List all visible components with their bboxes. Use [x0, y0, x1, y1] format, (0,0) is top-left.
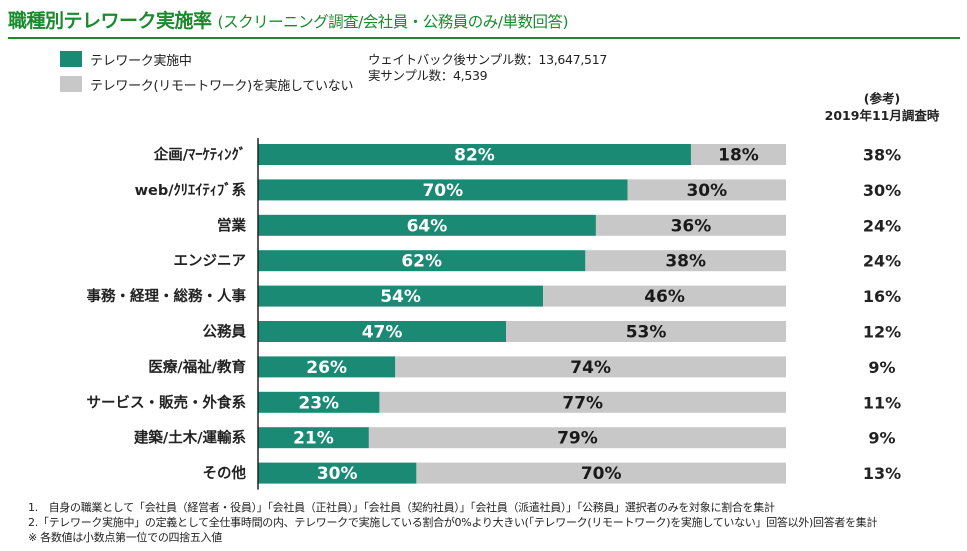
reference-value: 38% — [863, 146, 901, 165]
reference-value: 16% — [863, 287, 901, 306]
bar-label-no-telework: 53% — [626, 323, 667, 343]
bar-telework — [258, 214, 596, 236]
legend-label-no-telework: テレワーク(リモートワーク)を実施していない — [90, 78, 354, 94]
footnote-1: 1. 自身の職業として「会社員（経営者・役員）」「会社員（正社員）」「会社員（契… — [28, 501, 775, 514]
page-title: 職種別テレワーク実施率 — [8, 10, 212, 32]
bar-no-telework — [379, 391, 786, 413]
bar-no-telework — [627, 179, 786, 201]
bar-label-telework: 54% — [380, 287, 421, 307]
footnote-3: ※ 各数値は小数点第一位での四捨五入値 — [28, 531, 223, 544]
bar-label-no-telework: 46% — [644, 287, 685, 307]
bar-no-telework — [395, 356, 786, 378]
bar-telework — [258, 285, 544, 307]
bar-label-no-telework: 77% — [562, 393, 603, 413]
page-subtitle: (スクリーニング調査/会社員・公務員のみ/単数回答) — [217, 13, 569, 31]
bar-telework — [258, 321, 507, 342]
bar-label-telework: 82% — [454, 146, 495, 166]
bar-label-no-telework: 74% — [570, 358, 611, 378]
reference-value: 9% — [868, 429, 895, 448]
reference-value: 12% — [863, 323, 901, 342]
bar-label-telework: 23% — [298, 393, 339, 413]
category-label: エンジニア — [174, 254, 247, 270]
category-label: web/ｸﾘｴｲﾃｨﾌﾞ系 — [135, 181, 246, 199]
reference-heading-line2: 2019年11月調査時 — [824, 108, 940, 123]
bar-label-telework: 21% — [293, 429, 334, 449]
legend-item-no-telework: テレワーク(リモートワーク)を実施していない — [60, 73, 353, 95]
footnote-2: 2.「テレワーク実施中」の定義として全仕事時間の内、テレワークで実施している割合… — [28, 516, 878, 529]
bar-no-telework — [416, 462, 786, 484]
bar-telework — [258, 462, 417, 484]
bar-no-telework — [543, 285, 786, 307]
reference-value: 13% — [863, 464, 901, 483]
bar-no-telework — [506, 321, 786, 342]
legend-item-telework: テレワーク実施中 — [60, 48, 353, 70]
bar-no-telework — [595, 214, 786, 236]
sample-weighted: ウェイトバック後サンプル数：13,647,517 — [368, 52, 607, 67]
bar-label-telework: 70% — [422, 181, 463, 201]
bar-label-no-telework: 36% — [671, 216, 712, 236]
reference-value: 11% — [863, 393, 901, 412]
category-label: 事務・経理・総務・人事 — [87, 287, 247, 305]
category-label: 公務員 — [203, 323, 247, 341]
reference-heading-line1: (参考) — [863, 91, 901, 106]
bar-telework — [258, 179, 628, 201]
reference-heading: (参考) 2019年11月調査時 — [812, 90, 952, 124]
bar-label-no-telework: 70% — [581, 464, 622, 484]
bar-telework — [258, 391, 380, 413]
bar-telework — [258, 144, 691, 165]
bar-telework — [258, 427, 369, 449]
reference-value: 30% — [863, 181, 901, 200]
bar-label-no-telework: 18% — [718, 146, 759, 166]
bar-label-no-telework: 38% — [665, 252, 706, 272]
bar-no-telework — [585, 250, 786, 272]
legend-swatch-telework — [60, 51, 82, 67]
category-label: 営業 — [217, 216, 246, 234]
reference-value: 24% — [863, 216, 901, 235]
sample-actual: 実サンプル数：4,539 — [368, 68, 488, 83]
category-label: その他 — [203, 464, 247, 482]
bar-telework — [258, 356, 396, 378]
bar-no-telework — [690, 144, 786, 165]
category-label: 医療/福祉/教育 — [148, 358, 246, 376]
category-label: 建築/土木/運輸系 — [134, 429, 246, 447]
bar-no-telework — [368, 427, 786, 449]
bar-label-telework: 64% — [407, 216, 448, 236]
legend-label-telework: テレワーク実施中 — [90, 53, 192, 69]
bar-label-telework: 26% — [306, 358, 347, 378]
title-divider — [8, 37, 960, 39]
category-label: 企画/ﾏｰｹﾃｨﾝｸﾞ — [153, 146, 246, 164]
legend: テレワーク実施中 テレワーク(リモートワーク)を実施していない — [60, 48, 353, 98]
footnotes: 1. 自身の職業として「会社員（経営者・役員）」「会社員（正社員）」「会社員（契… — [28, 500, 878, 545]
bar-telework — [258, 250, 586, 272]
bar-label-telework: 62% — [401, 252, 442, 272]
bar-label-no-telework: 79% — [557, 429, 598, 449]
reference-value: 9% — [868, 358, 895, 377]
title-row: 職種別テレワーク実施率 (スクリーニング調査/会社員・公務員のみ/単数回答) — [8, 6, 960, 36]
category-label: サービス・販売・外食系 — [87, 393, 247, 411]
bar-label-no-telework: 30% — [686, 181, 727, 201]
bar-label-telework: 30% — [317, 464, 358, 484]
bar-label-telework: 47% — [362, 323, 403, 343]
reference-value: 24% — [863, 252, 901, 271]
legend-swatch-no-telework — [60, 76, 82, 92]
sample-info: ウェイトバック後サンプル数：13,647,517 実サンプル数：4,539 — [368, 52, 607, 84]
